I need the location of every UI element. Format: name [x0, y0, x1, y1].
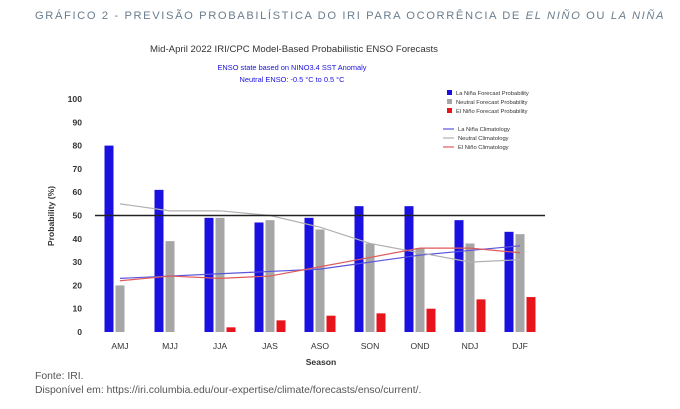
y-tick-label: 100 — [68, 94, 83, 104]
x-tick-label: JAS — [262, 341, 278, 351]
chart-title: Mid-April 2022 IRI/CPC Model-Based Proba… — [150, 44, 438, 55]
bar-el-nino — [276, 320, 286, 332]
line-el-nino-climatology — [119, 247, 521, 282]
bar-el-nino — [226, 327, 236, 332]
x-tick-label: NDJ — [462, 341, 479, 351]
legend-label-el-nino: El Niño Forecast Probability — [456, 109, 528, 115]
legend-label-la-nina-climatology: La Niña Climatology — [458, 127, 510, 133]
bar-neutral — [215, 217, 225, 332]
figure-caption: GRÁFICO 2 - PREVISÃO PROBABILÍSTICA DO I… — [35, 10, 665, 22]
bar-neutral — [165, 241, 175, 332]
legend-swatch-neutral — [447, 99, 452, 104]
bar-el-nino — [476, 299, 486, 332]
y-tick-label: 50 — [72, 211, 82, 221]
chart-subtitle-1: ENSO state based on NINO3.4 SST Anomaly — [218, 63, 367, 72]
y-tick-label: 90 — [72, 117, 82, 127]
source-url: Disponível em: https://iri.columbia.edu/… — [35, 385, 422, 396]
caption-or: OU — [581, 10, 611, 22]
legend-label-neutral: Neutral Forecast Probability — [456, 100, 528, 106]
y-tick-label: 0 — [77, 327, 82, 337]
bar-la-nina — [454, 220, 464, 332]
legend-swatch-la-nina — [447, 90, 452, 95]
line-la-nina-climatology — [119, 245, 521, 280]
bar-neutral — [315, 229, 325, 332]
y-tick-label: 60 — [72, 187, 82, 197]
bar-el-nino — [526, 297, 536, 332]
bar-la-nina — [304, 217, 314, 332]
bar-la-nina — [104, 145, 114, 332]
caption-la-nina: LA NIÑA — [610, 10, 666, 22]
source-note: Fonte: IRI. — [35, 371, 84, 382]
bar-la-nina — [354, 206, 364, 332]
bar-la-nina — [204, 217, 214, 332]
y-tick-label: 40 — [72, 234, 82, 244]
bar-la-nina — [154, 189, 164, 332]
climatology-lines — [119, 203, 521, 282]
bar-el-nino — [376, 313, 386, 332]
bar-el-nino — [326, 315, 336, 332]
y-tick-label: 10 — [72, 304, 82, 314]
x-tick-label: JJA — [213, 341, 228, 351]
legend-label-la-nina: La Niña Forecast Probability — [456, 91, 529, 97]
caption-el-nino: EL NIÑO — [525, 10, 582, 22]
y-tick-label: 80 — [72, 141, 82, 151]
x-tick-label: ASO — [311, 341, 329, 351]
x-tick-label: SON — [361, 341, 380, 351]
bar-neutral — [465, 243, 475, 332]
bar-neutral — [415, 248, 425, 332]
bar-la-nina — [504, 231, 514, 332]
line-neutral-climatology — [119, 203, 521, 263]
y-axis-label: Probability (%) — [46, 186, 56, 246]
legend-swatch-el-nino — [447, 108, 452, 113]
bar-la-nina — [404, 206, 414, 332]
x-tick-label: OND — [410, 341, 429, 351]
chart-subtitle-2: Neutral ENSO: -0.5 °C to 0.5 °C — [240, 75, 346, 84]
x-tick-label: DJF — [512, 341, 528, 351]
x-tick-label: MJJ — [162, 341, 178, 351]
y-tick-label: 70 — [72, 164, 82, 174]
x-tick-label: AMJ — [111, 341, 128, 351]
bar-la-nina — [254, 222, 264, 332]
x-axis-label: Season — [306, 357, 337, 367]
bar-neutral — [365, 243, 375, 332]
bar-el-nino — [426, 308, 436, 332]
caption-prefix: GRÁFICO 2 - PREVISÃO PROBABILÍSTICA DO I… — [35, 10, 526, 22]
chart-legend: La Niña Forecast Probability Neutral Fore… — [443, 90, 529, 151]
legend-label-el-nino-climatology: El Niño Climatology — [458, 145, 509, 151]
y-tick-label: 30 — [72, 257, 82, 267]
bar-neutral — [115, 285, 125, 332]
x-axis: AMJ MJJ JJA JAS ASO SON OND NDJ DJF — [111, 341, 527, 351]
y-tick-label: 20 — [72, 280, 82, 290]
bars-group — [104, 145, 536, 332]
bar-neutral — [515, 234, 525, 332]
legend-label-neutral-climatology: Neutral Climatology — [458, 136, 509, 142]
y-axis: 0 10 20 30 40 50 60 70 80 90 100 — [68, 94, 83, 337]
